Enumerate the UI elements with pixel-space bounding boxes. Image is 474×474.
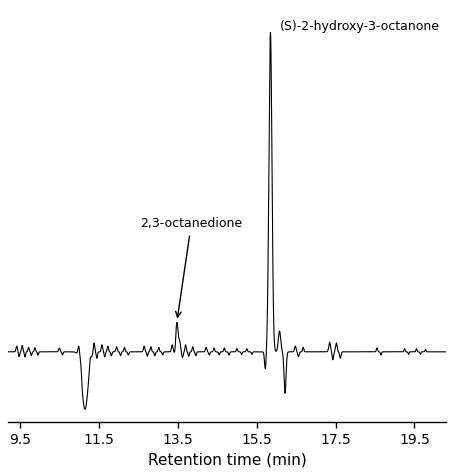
X-axis label: Retention time (min): Retention time (min) — [148, 452, 306, 467]
Text: 2,3-octanedione: 2,3-octanedione — [140, 218, 242, 317]
Text: (S)-2-hydroxy-3-octanone: (S)-2-hydroxy-3-octanone — [280, 20, 440, 33]
